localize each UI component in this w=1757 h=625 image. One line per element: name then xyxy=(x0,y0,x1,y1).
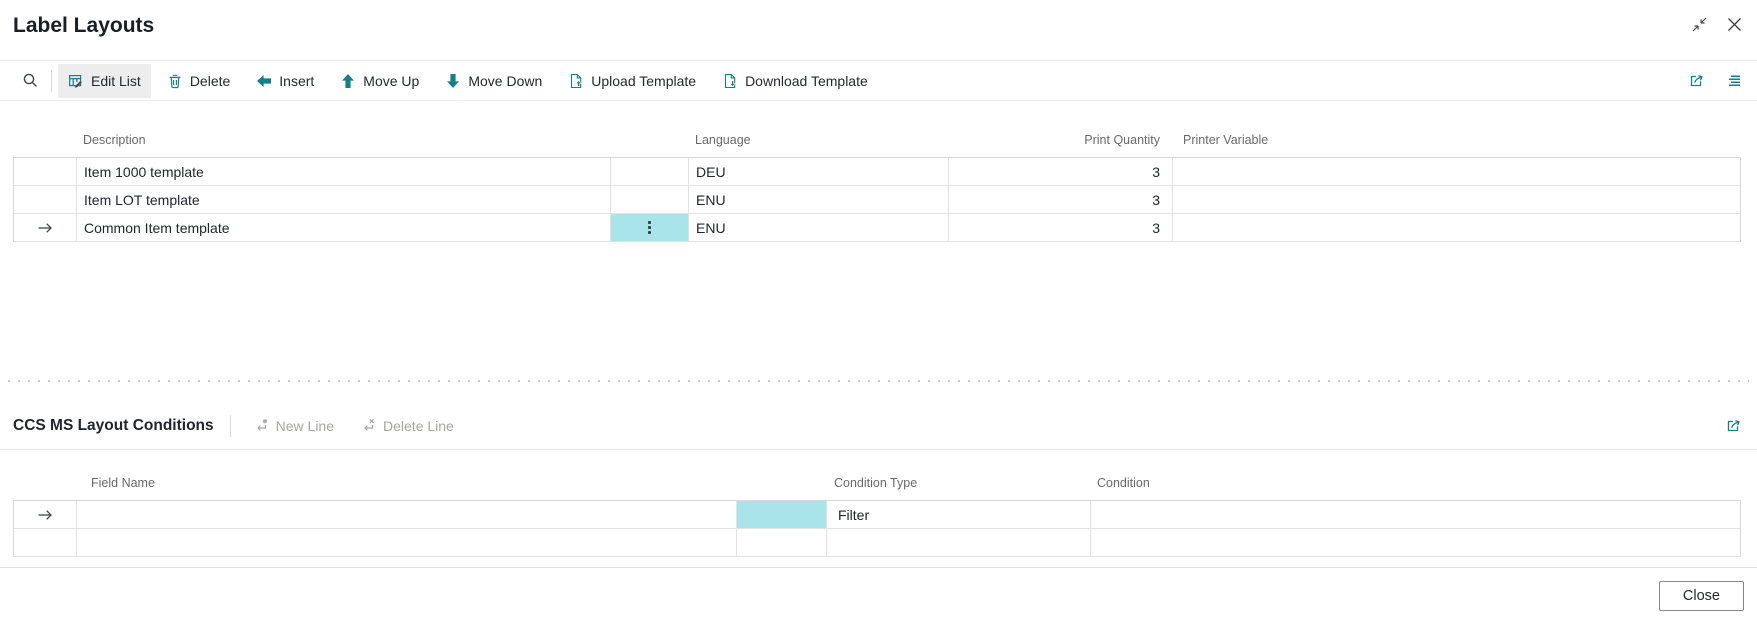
edit-list-label: Edit List xyxy=(91,72,141,89)
move-up-icon xyxy=(340,73,356,89)
row-options-cell-selected[interactable] xyxy=(611,214,689,241)
restore-icon[interactable] xyxy=(1691,16,1708,33)
move-down-label: Move Down xyxy=(468,72,543,89)
ellipsis-icon[interactable] xyxy=(648,221,651,234)
new-line-icon xyxy=(253,418,269,434)
move-down-icon xyxy=(445,73,461,89)
column-header-print-quantity[interactable]: Print Quantity xyxy=(1084,133,1160,147)
insert-arrow-icon xyxy=(256,73,272,89)
window-header: Label Layouts xyxy=(0,0,1757,60)
new-line-label: New Line xyxy=(275,417,335,434)
delete-line-label: Delete Line xyxy=(383,417,454,434)
label-layouts-table: Description Language Print Quantity Prin… xyxy=(13,123,1741,242)
condition-cell[interactable] xyxy=(1091,529,1740,556)
table-row[interactable] xyxy=(14,529,1740,557)
language-cell[interactable]: ENU xyxy=(689,186,949,213)
section-divider xyxy=(8,380,1749,382)
conditions-gap xyxy=(0,450,1757,466)
upload-template-label: Upload Template xyxy=(591,72,697,89)
conditions-table: Field Name Condition Type Condition Filt… xyxy=(13,466,1741,557)
share-icon[interactable] xyxy=(1688,72,1706,89)
download-template-label: Download Template xyxy=(745,72,868,89)
description-cell[interactable]: Common Item template xyxy=(77,214,611,241)
table-row[interactable]: Item LOT template ENU 3 xyxy=(14,186,1740,214)
section-separator xyxy=(229,414,231,437)
delete-label: Delete xyxy=(189,72,231,89)
column-header-condition-type[interactable]: Condition Type xyxy=(834,476,918,490)
main-table-empty-area xyxy=(0,242,1757,380)
table-row[interactable]: Item 1000 template DEU 3 xyxy=(14,158,1740,186)
selected-cell[interactable] xyxy=(737,501,827,528)
printer-variable-cell[interactable] xyxy=(1173,158,1740,185)
main-table-header-row: Description Language Print Quantity Prin… xyxy=(13,123,1741,157)
conditions-section-header: CCS MS Layout Conditions New Line Delete… xyxy=(0,402,1757,450)
action-toolbar: Edit List Delete Insert Move Up xyxy=(0,60,1757,101)
search-icon[interactable] xyxy=(13,72,47,89)
close-icon[interactable] xyxy=(1726,16,1743,33)
delete-line-icon xyxy=(360,418,376,434)
toolbar-separator xyxy=(51,69,52,92)
column-header-printer-variable[interactable]: Printer Variable xyxy=(1183,133,1269,147)
upload-icon xyxy=(568,73,584,89)
conditions-table-body: Filter xyxy=(13,500,1741,557)
new-line-button[interactable]: New Line xyxy=(243,409,344,443)
conditions-section-title: CCS MS Layout Conditions xyxy=(13,416,214,434)
row-selector-cell[interactable] xyxy=(14,501,77,528)
row-selector-cell[interactable] xyxy=(14,214,77,241)
column-header-field-name[interactable]: Field Name xyxy=(91,476,155,490)
table-row-active[interactable]: Filter xyxy=(14,501,1740,529)
delete-button[interactable]: Delete xyxy=(157,64,240,98)
column-header-condition[interactable]: Condition xyxy=(1097,476,1150,490)
delete-icon xyxy=(167,73,183,89)
insert-label: Insert xyxy=(279,72,315,89)
page-title: Label Layouts xyxy=(13,14,155,37)
language-cell[interactable]: ENU xyxy=(689,214,949,241)
conditions-header-row: Field Name Condition Type Condition xyxy=(13,466,1741,500)
row-options-cell[interactable] xyxy=(737,529,827,556)
download-template-button[interactable]: Download Template xyxy=(712,64,878,98)
print-quantity-cell[interactable]: 3 xyxy=(949,158,1173,185)
print-quantity-cell[interactable]: 3 xyxy=(949,214,1173,241)
window-controls xyxy=(1691,16,1743,33)
field-name-cell[interactable] xyxy=(77,529,737,556)
row-options-cell[interactable] xyxy=(611,186,689,213)
column-header-description[interactable]: Description xyxy=(83,133,146,147)
edit-list-button[interactable]: Edit List xyxy=(58,63,151,98)
description-cell[interactable]: Item LOT template xyxy=(77,186,611,213)
close-button[interactable]: Close xyxy=(1658,581,1744,611)
download-icon xyxy=(722,73,738,89)
edit-list-icon xyxy=(68,73,84,89)
toolbar-right-icons xyxy=(1688,72,1743,89)
list-view-icon[interactable] xyxy=(1726,72,1743,89)
row-options-cell[interactable] xyxy=(611,158,689,185)
column-header-language[interactable]: Language xyxy=(695,133,751,147)
dialog-footer: Close xyxy=(0,568,1757,624)
insert-button[interactable]: Insert xyxy=(246,64,324,98)
printer-variable-cell[interactable] xyxy=(1173,214,1740,241)
footer-gap xyxy=(0,557,1757,567)
move-up-label: Move Up xyxy=(363,72,420,89)
row-selector-cell[interactable] xyxy=(14,158,77,185)
row-selector-cell[interactable] xyxy=(14,529,77,556)
move-down-button[interactable]: Move Down xyxy=(435,64,552,98)
share-icon[interactable] xyxy=(1725,417,1743,434)
condition-type-cell[interactable] xyxy=(827,529,1091,556)
field-name-cell[interactable] xyxy=(77,501,737,528)
conditions-right-icons xyxy=(1725,417,1743,434)
delete-line-button[interactable]: Delete Line xyxy=(350,409,464,443)
move-up-button[interactable]: Move Up xyxy=(330,64,429,98)
active-row-arrow-icon xyxy=(37,222,53,234)
condition-cell[interactable] xyxy=(1091,501,1740,528)
footer-divider xyxy=(0,567,1757,568)
upload-template-button[interactable]: Upload Template xyxy=(558,64,706,98)
language-cell[interactable]: DEU xyxy=(689,158,949,185)
active-row-arrow-icon xyxy=(37,509,53,521)
print-quantity-cell[interactable]: 3 xyxy=(949,186,1173,213)
description-cell[interactable]: Item 1000 template xyxy=(77,158,611,185)
condition-type-cell[interactable]: Filter xyxy=(827,501,1091,528)
table-row-active[interactable]: Common Item template ENU 3 xyxy=(14,214,1740,242)
printer-variable-cell[interactable] xyxy=(1173,186,1740,213)
row-selector-cell[interactable] xyxy=(14,186,77,213)
main-table-body: Item 1000 template DEU 3 Item LOT templa… xyxy=(13,157,1741,242)
